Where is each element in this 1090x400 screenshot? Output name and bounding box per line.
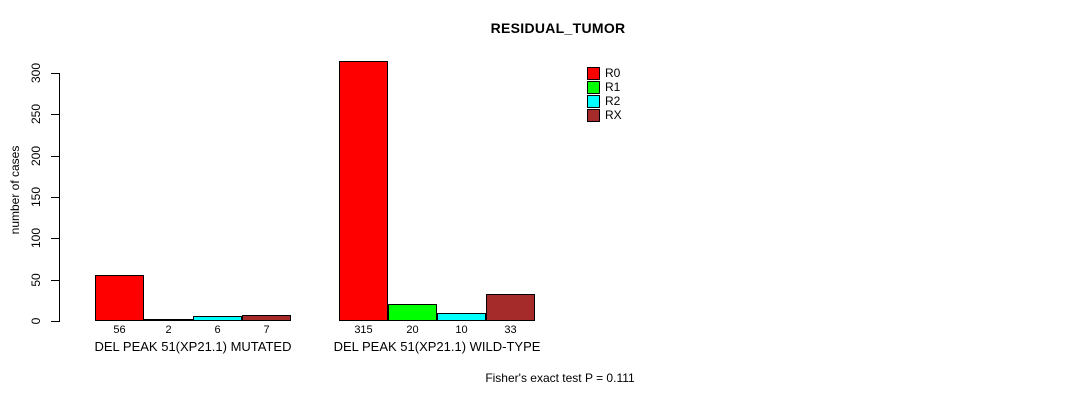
- bar-value-label: 56: [113, 324, 126, 336]
- bar-rx-group1: [242, 315, 291, 321]
- pvalue-annotation: Fisher's exact test P = 0.111: [485, 371, 635, 385]
- bar-value-label: 10: [455, 324, 468, 336]
- legend-label: R2: [605, 94, 621, 108]
- x-category-label-mutated: DEL PEAK 51(XP21.1) MUTATED: [94, 339, 292, 354]
- bar-r2-group1: [193, 316, 242, 321]
- legend-swatch-icon: [587, 80, 600, 94]
- y-tick-mark: [51, 197, 59, 198]
- legend-label: R1: [605, 80, 621, 94]
- legend-item-rx: RX: [587, 108, 622, 122]
- bar-r0-group1: [95, 275, 144, 321]
- y-tick-mark: [51, 280, 59, 281]
- legend-swatch-icon: [587, 108, 600, 122]
- legend-item-r2: R2: [587, 94, 622, 108]
- y-tick-label: 250: [29, 103, 43, 125]
- bar-r2-group2: [437, 313, 486, 321]
- bar-value-label: 2: [165, 324, 172, 336]
- bar-value-label: 7: [263, 324, 270, 336]
- legend: R0 R1 R2 RX: [587, 66, 622, 122]
- legend-label: RX: [605, 108, 622, 122]
- y-tick-label: 100: [29, 227, 43, 249]
- y-axis-title: number of cases: [8, 145, 22, 235]
- legend-swatch-icon: [587, 94, 600, 108]
- bar-value-label: 33: [504, 324, 517, 336]
- legend-swatch-icon: [587, 66, 600, 80]
- x-category-label-wild-type: DEL PEAK 51(XP21.1) WILD-TYPE: [333, 339, 541, 354]
- y-tick-label: 150: [29, 186, 43, 208]
- legend-item-r1: R1: [587, 80, 622, 94]
- y-axis-line: [59, 73, 60, 322]
- bar-value-label: 6: [214, 324, 221, 336]
- y-tick-mark: [51, 321, 59, 322]
- y-tick-mark: [51, 156, 59, 157]
- bar-rx-group2: [486, 294, 535, 321]
- bar-r0-group2: [339, 61, 388, 321]
- y-tick-mark: [51, 114, 59, 115]
- y-tick-mark: [51, 238, 59, 239]
- bar-value-label: 20: [406, 324, 419, 336]
- bar-r1-group2: [388, 304, 437, 321]
- bar-value-label: 315: [354, 324, 373, 336]
- bar-r1-group1: [144, 319, 193, 321]
- y-tick-label: 50: [29, 273, 43, 287]
- y-tick-label: 0: [29, 317, 43, 325]
- y-tick-label: 300: [29, 62, 43, 84]
- legend-item-r0: R0: [587, 66, 622, 80]
- y-tick-label: 200: [29, 145, 43, 167]
- y-tick-mark: [51, 73, 59, 74]
- legend-label: R0: [605, 66, 621, 80]
- chart-title: RESIDUAL_TUMOR: [490, 20, 626, 36]
